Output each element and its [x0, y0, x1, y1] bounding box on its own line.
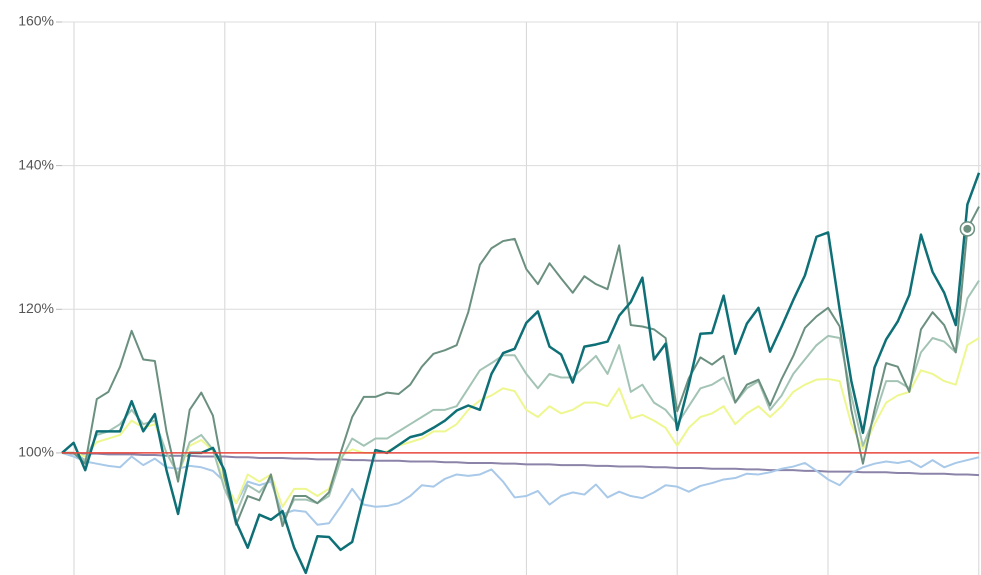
- y-tick-label: 140%: [18, 156, 54, 172]
- highlight-point-core: [963, 224, 972, 233]
- series-line: [61, 451, 980, 477]
- series-line: [61, 172, 981, 575]
- series-line: [62, 280, 980, 523]
- y-tick-label: 100%: [18, 444, 54, 460]
- series-line: [61, 451, 980, 526]
- series-line: [62, 206, 980, 528]
- y-tick-label: 120%: [18, 300, 54, 316]
- y-tick-label: 160%: [18, 13, 54, 29]
